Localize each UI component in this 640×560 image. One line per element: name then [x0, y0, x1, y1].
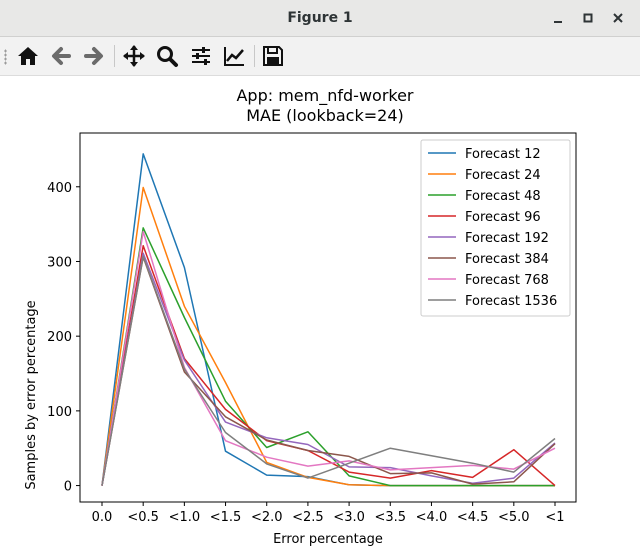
y-axis-label: Samples by error percentage	[24, 300, 39, 489]
line-chart: App: mem_nfd-worker MAE (lookback=24) 0.…	[0, 76, 640, 556]
x-tick-label: <5.0	[498, 510, 530, 525]
magnifier-icon	[157, 46, 178, 67]
move-icon	[123, 45, 145, 67]
floppy-disk-icon	[263, 46, 283, 66]
legend-label-5: Forecast 384	[465, 252, 549, 267]
forward-button[interactable]	[79, 41, 109, 71]
maximize-icon	[583, 13, 593, 23]
x-tick-label: <1.5	[210, 510, 242, 525]
edit-axes-button[interactable]	[219, 41, 249, 71]
maximize-button[interactable]	[576, 6, 600, 30]
pan-button[interactable]	[119, 41, 149, 71]
legend-label-3: Forecast 96	[465, 210, 541, 225]
x-axis-label: Error percentage	[273, 532, 383, 547]
plot-frame	[79, 132, 577, 503]
y-tick-label: 400	[47, 181, 72, 196]
minimize-button[interactable]	[546, 6, 570, 30]
title-bar: Figure 1	[0, 0, 640, 37]
legend-label-0: Forecast 12	[465, 147, 541, 162]
configure-subplots-button[interactable]	[186, 41, 216, 71]
toolbar-separator	[114, 45, 115, 67]
legend-label-7: Forecast 1536	[465, 294, 557, 309]
x-tick-label: 0.0	[92, 510, 113, 525]
series-line-5	[101, 256, 556, 486]
navigation-toolbar	[0, 37, 640, 76]
x-tick-label: <0.5	[127, 510, 159, 525]
x-tick-label: <2.5	[292, 510, 324, 525]
close-button[interactable]	[606, 6, 630, 30]
sliders-icon	[192, 47, 210, 65]
x-tick-label: <3.5	[374, 510, 406, 525]
toolbar-separator	[254, 45, 255, 67]
x-tick-label: <1	[545, 510, 564, 525]
save-button[interactable]	[258, 41, 288, 71]
x-tick-label: <2.0	[251, 510, 283, 525]
series-line-3	[101, 245, 556, 487]
x-tick-label: <4.5	[457, 510, 489, 525]
series-line-7	[101, 255, 556, 486]
legend-label-2: Forecast 48	[465, 189, 541, 204]
y-tick-label: 300	[47, 255, 72, 270]
home-icon	[18, 47, 38, 65]
back-button[interactable]	[46, 41, 76, 71]
legend: Forecast 12 Forecast 24 Forecast 48 Forecas…	[420, 139, 571, 317]
line-chart-icon	[224, 47, 244, 66]
legend-label-4: Forecast 192	[465, 231, 549, 246]
x-tick-label: <1.0	[169, 510, 201, 525]
legend-label-1: Forecast 24	[465, 168, 541, 183]
x-tick-label: <4.0	[416, 510, 448, 525]
legend-label-6: Forecast 768	[465, 273, 549, 288]
arrow-right-icon	[84, 47, 103, 65]
y-tick-label: 0	[64, 480, 72, 495]
close-icon	[613, 13, 623, 23]
minimize-icon	[554, 21, 562, 23]
toolbar-grip	[4, 49, 7, 65]
series-line-6	[101, 230, 556, 486]
y-tick-label: 200	[47, 330, 72, 345]
chart-subtitle: MAE (lookback=24)	[246, 106, 404, 125]
home-button[interactable]	[13, 41, 43, 71]
legend-box	[420, 139, 571, 317]
window-title: Figure 1	[287, 10, 353, 26]
chart-title: App: mem_nfd-worker	[236, 86, 413, 106]
figure-canvas[interactable]: App: mem_nfd-worker MAE (lookback=24) 0.…	[0, 76, 640, 556]
arrow-left-icon	[52, 47, 71, 65]
y-tick-label: 100	[47, 405, 72, 420]
x-tick-label: <3.0	[333, 510, 365, 525]
zoom-button[interactable]	[152, 41, 182, 71]
